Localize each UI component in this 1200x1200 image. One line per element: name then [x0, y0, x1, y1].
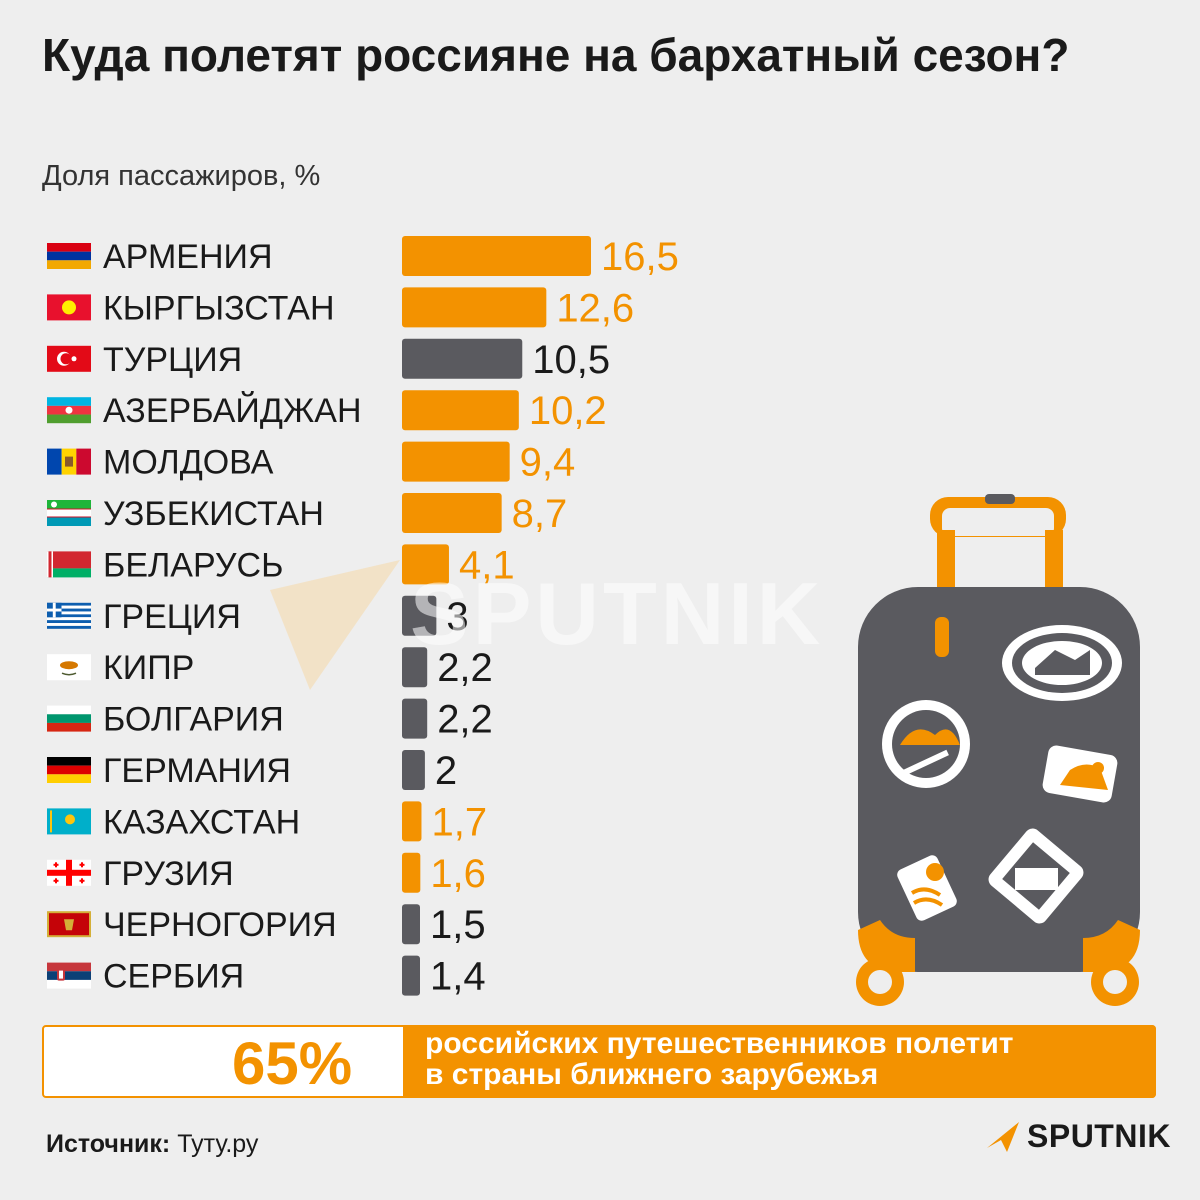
category-label: КИПР — [103, 649, 194, 687]
bar — [402, 852, 421, 893]
chart-row: МОЛДОВА 9,4 — [47, 441, 575, 485]
bar — [402, 441, 510, 482]
bar — [402, 493, 502, 533]
watermark-logo: SPUTNIK — [410, 564, 825, 663]
source-value: Туту.ру — [177, 1130, 259, 1158]
bulgaria-flag-icon — [47, 705, 91, 732]
azerbaijan-flag-icon — [47, 397, 91, 424]
sputnik-logo: SPUTNIK — [985, 1118, 1171, 1155]
germany-flag-icon — [47, 757, 91, 783]
chart-row: СЕРБИЯ 1,4 — [47, 955, 486, 999]
category-label: УЗБЕКИСТАН — [103, 495, 324, 533]
bar — [402, 647, 428, 688]
summary-text-line2: в страны ближнего зарубежья — [425, 1058, 879, 1091]
belarus-flag-icon — [47, 551, 91, 578]
chart-row: УЗБЕКИСТАН 8,7 — [47, 492, 567, 536]
value-label: 8,7 — [512, 492, 568, 536]
bar — [402, 750, 425, 790]
chart-row: АЗЕРБАЙДЖАН 10,2 — [47, 389, 607, 433]
category-label: СЕРБИЯ — [103, 958, 244, 996]
chart-row: КИПР 2,2 — [47, 646, 493, 690]
bar — [402, 287, 547, 328]
category-label: ЧЕРНОГОРИЯ — [103, 906, 337, 944]
category-label: МОЛДОВА — [103, 444, 274, 482]
chart-title: Куда полетят россияне на бархатный сезон… — [42, 29, 1070, 81]
sputnik-arrow-icon — [987, 1121, 1019, 1152]
value-label: 4,1 — [459, 543, 515, 587]
cyprus-flag-icon — [47, 654, 91, 681]
bar — [402, 544, 449, 585]
source-note: Источник: Туту.ру — [46, 1130, 258, 1159]
category-label: БОЛГАРИЯ — [103, 701, 284, 739]
montenegro-flag-icon — [47, 911, 91, 938]
value-label: 2,2 — [437, 646, 493, 690]
value-label: 9,4 — [520, 441, 576, 485]
chart-row: БЕЛАРУСЬ 4,1 — [47, 543, 515, 587]
value-label: 10,2 — [529, 389, 607, 433]
value-label: 1,4 — [430, 955, 486, 999]
category-label: ТУРЦИЯ — [103, 341, 242, 379]
summary-percent: 65% — [232, 1030, 353, 1097]
value-label: 12,6 — [556, 286, 634, 330]
category-label: БЕЛАРУСЬ — [103, 546, 283, 584]
chart-row: ГРЕЦИЯ 3 — [47, 595, 469, 639]
moldova-flag-icon — [47, 448, 91, 475]
category-label: КЫРГЫЗСТАН — [103, 289, 335, 327]
bar — [402, 390, 519, 431]
turkey-flag-icon — [47, 345, 91, 372]
value-label: 10,5 — [532, 338, 610, 382]
chart-row: КАЗАХСТАН 1,7 — [47, 800, 487, 844]
chart-row: БОЛГАРИЯ 2,2 — [47, 698, 493, 742]
category-label: АРМЕНИЯ — [103, 238, 273, 276]
bar — [402, 338, 523, 379]
bar — [402, 955, 420, 996]
chart-row: АРМЕНИЯ 16,5 — [47, 235, 679, 279]
kyrgyzstan-flag-icon — [47, 294, 91, 321]
georgia-flag-icon — [47, 859, 91, 886]
greece-flag-icon — [47, 602, 91, 629]
category-label: КАЗАХСТАН — [103, 803, 300, 841]
category-label: ГРЕЦИЯ — [103, 598, 241, 636]
chart-row: ТУРЦИЯ 10,5 — [47, 338, 610, 382]
suitcase-icon — [856, 494, 1140, 1006]
armenia-flag-icon — [47, 243, 91, 269]
bar — [402, 595, 437, 636]
bar — [402, 236, 591, 276]
value-label: 1,5 — [430, 903, 486, 947]
watermark-arrow-icon — [270, 560, 400, 690]
value-label: 1,6 — [430, 852, 486, 896]
bar — [402, 801, 422, 842]
chart-row: ЧЕРНОГОРИЯ 1,5 — [47, 903, 486, 947]
chart-row: КЫРГЫЗСТАН 12,6 — [47, 286, 634, 330]
category-label: АЗЕРБАЙДЖАН — [103, 392, 362, 430]
kazakhstan-flag-icon — [47, 808, 91, 835]
uzbekistan-flag-icon — [47, 500, 91, 526]
serbia-flag-icon — [47, 962, 91, 989]
summary-text: российских путешественников полетит в ст… — [403, 1025, 1156, 1098]
source-label: Источник: — [46, 1130, 171, 1158]
value-label: 2,2 — [437, 698, 493, 742]
brand-name: SPUTNIK — [1027, 1118, 1171, 1154]
value-label: 1,7 — [431, 800, 487, 844]
bar — [402, 904, 420, 945]
value-label: 16,5 — [601, 235, 679, 279]
value-label: 3 — [446, 595, 468, 639]
bar — [402, 698, 428, 739]
chart-row: ГРУЗИЯ 1,6 — [47, 852, 486, 896]
bar-chart: АРМЕНИЯ 16,5 КЫРГЫЗСТАН 12,6 ТУРЦИЯ 10,5 АЗЕРБ… — [47, 235, 1140, 1006]
category-label: ГРУЗИЯ — [103, 855, 234, 893]
summary-text-line1: российских путешественников полетит — [425, 1027, 1014, 1060]
chart-subtitle: Доля пассажиров, % — [42, 160, 321, 192]
category-label: ГЕРМАНИЯ — [103, 752, 291, 790]
value-label: 2 — [435, 749, 457, 793]
chart-row: ГЕРМАНИЯ 2 — [47, 749, 457, 793]
